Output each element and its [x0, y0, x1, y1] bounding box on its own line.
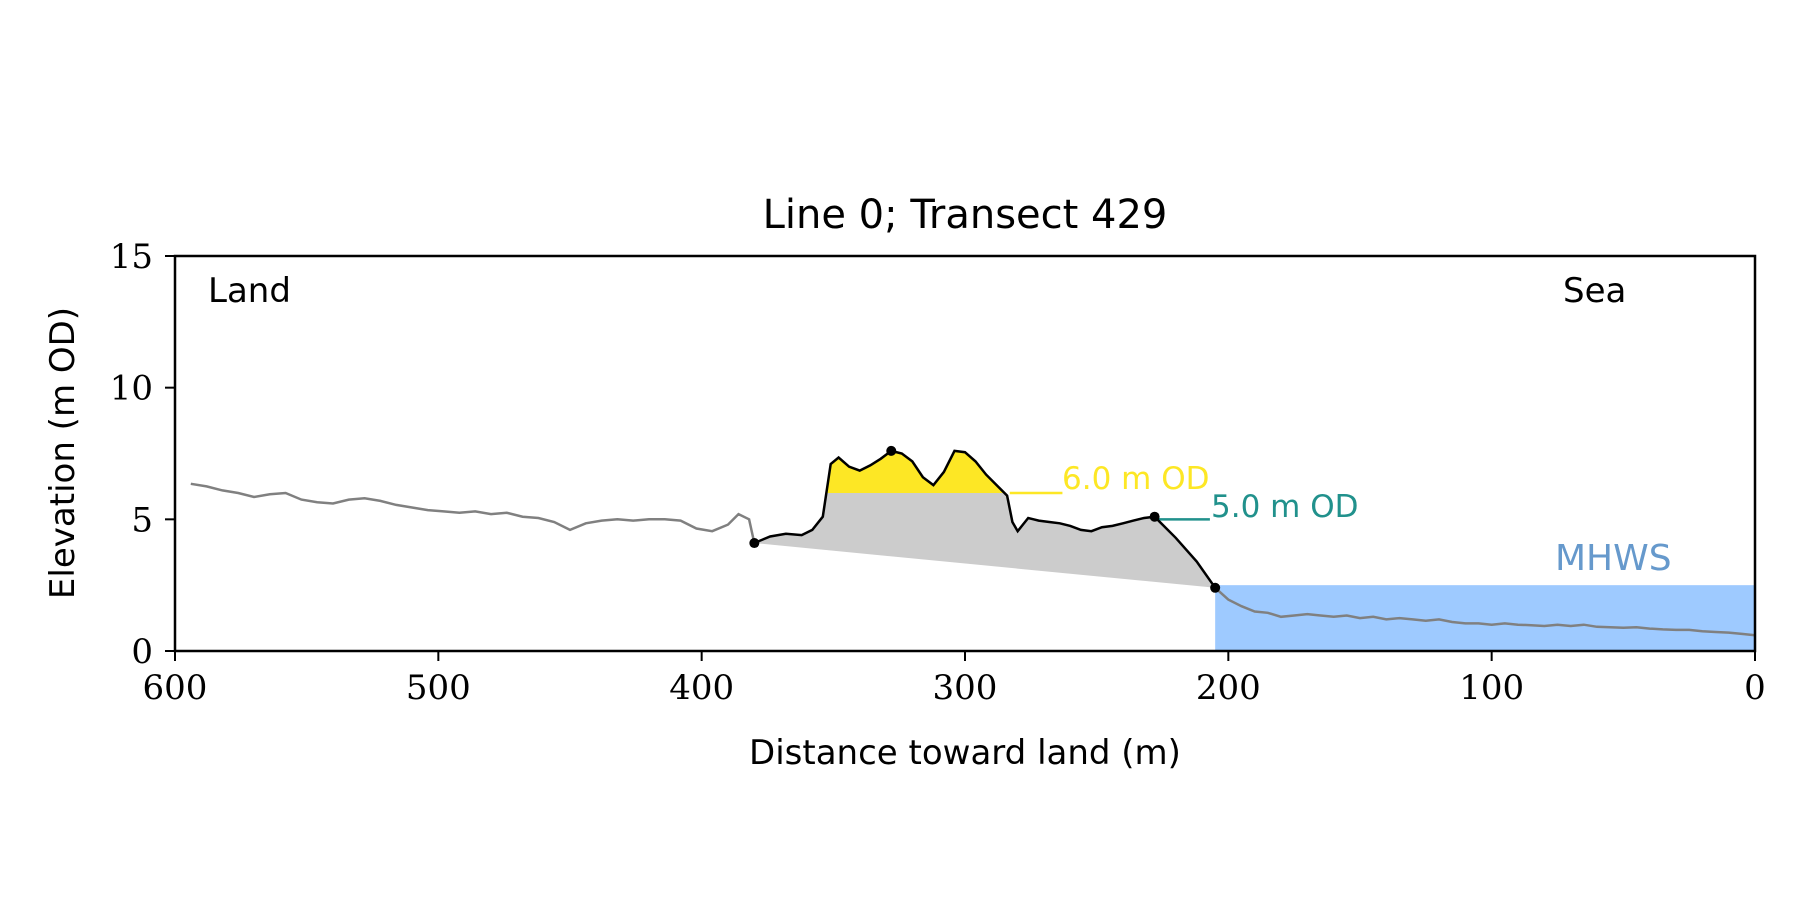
above-6m-fill: [826, 450, 1005, 493]
dune-point: [1210, 582, 1221, 593]
mhws-label: MHWS: [1555, 538, 1672, 579]
x-tick-label: 500: [406, 668, 471, 708]
plot-frame: [173, 254, 1757, 653]
x-tick-label: 200: [1196, 668, 1261, 708]
dune-point: [886, 445, 897, 456]
x-tick-label: 400: [669, 668, 734, 708]
x-tick-label: 0: [1744, 668, 1766, 708]
sea-label: Sea: [1563, 271, 1626, 311]
point-layer: [749, 445, 1221, 593]
y-tick-label: 15: [110, 237, 153, 277]
y-tick-label: 5: [131, 500, 153, 540]
level-5m-label: 5.0 m OD: [1211, 489, 1358, 525]
level-6m-label: 6.0 m OD: [1062, 461, 1209, 497]
seaward-profile-line: [1214, 586, 1756, 637]
y-tick-label: 10: [110, 369, 153, 409]
mhws-band: [1215, 585, 1755, 651]
dune-point: [749, 538, 760, 549]
x-axis-label: Distance toward land (m): [749, 733, 1181, 773]
chart-title: Line 0; Transect 429: [763, 192, 1168, 238]
x-tick-label: 300: [933, 668, 998, 708]
land-label: Land: [208, 271, 291, 311]
y-axis-label: Elevation (m OD): [43, 307, 83, 599]
tick-layer: 600 500 400 300 200 100 0 0 5 10 15: [110, 237, 1766, 708]
landward-profile-line: [190, 482, 756, 544]
x-tick-label: 100: [1459, 668, 1524, 708]
line-layer: [190, 449, 1756, 637]
dune-point: [1149, 511, 1160, 522]
y-tick-label: 0: [131, 632, 153, 672]
dune-profile-line: [753, 449, 1217, 589]
x-tick-label: 600: [143, 668, 208, 708]
fill-layer: [754, 450, 1755, 651]
